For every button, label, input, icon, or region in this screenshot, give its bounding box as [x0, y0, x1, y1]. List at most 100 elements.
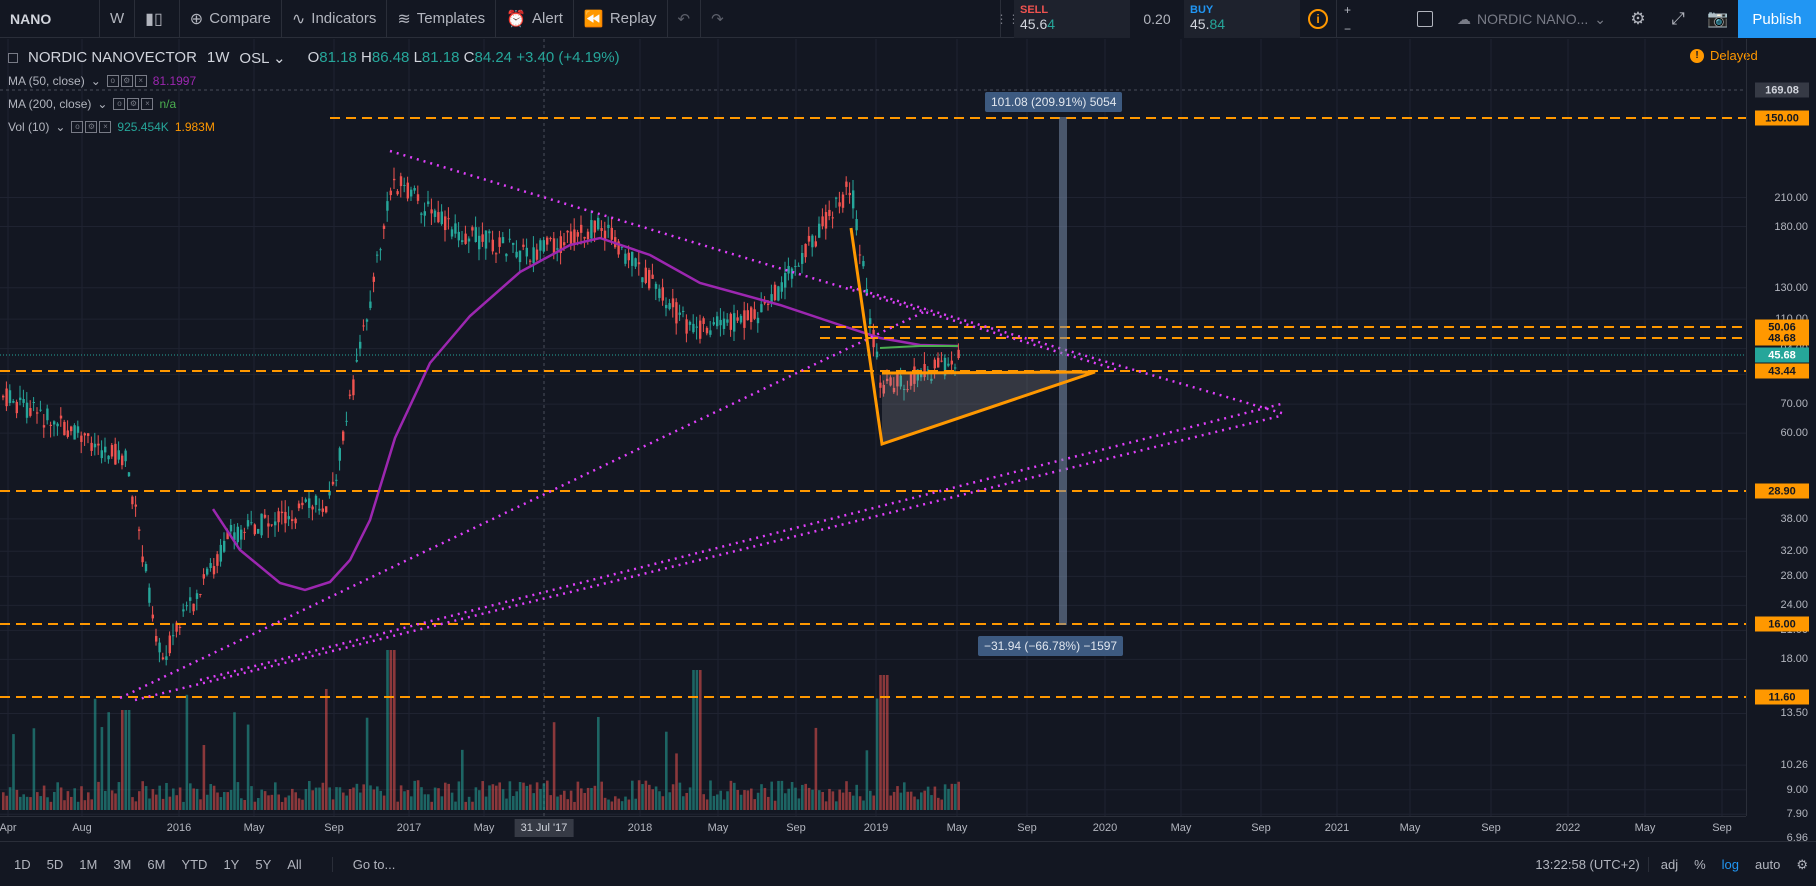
- candle-body: [155, 636, 158, 642]
- legend-exchange[interactable]: OSL ⌄: [239, 49, 286, 67]
- drag-grip-icon[interactable]: ⋮⋮: [996, 0, 1020, 38]
- fullscreen-button[interactable]: ⤢: [1658, 0, 1698, 38]
- volume-bar: [756, 792, 760, 810]
- clock-time[interactable]: 13:22:58 (UTC+2): [1535, 857, 1640, 872]
- range-button-3m[interactable]: 3M: [113, 856, 132, 872]
- delayed-badge[interactable]: ! Delayed: [1690, 48, 1758, 63]
- goto-button[interactable]: Go to...: [331, 856, 395, 872]
- candle-body: [416, 194, 420, 201]
- legend-volume-row[interactable]: Vol (10) ⌄ o ⚙ × 925.454K 1.983M: [8, 119, 215, 134]
- rewind-icon: ⏪: [583, 10, 604, 28]
- volume-bar: [311, 790, 314, 810]
- info-button[interactable]: i: [1300, 0, 1336, 38]
- saved-layout-menu[interactable]: ☁ NORDIC NANO... ⌄: [1445, 11, 1618, 28]
- range-button-6m[interactable]: 6M: [147, 856, 166, 872]
- auto-toggle[interactable]: auto: [1755, 857, 1781, 872]
- interval-button[interactable]: W: [100, 0, 136, 38]
- measure-label-upper: 101.08 (209.91%) 5054: [985, 92, 1123, 112]
- range-button-5d[interactable]: 5D: [46, 856, 64, 872]
- indicators-button[interactable]: ∿ Indicators: [282, 0, 388, 38]
- settings-button[interactable]: ⚙: [1618, 0, 1658, 38]
- templates-button[interactable]: ≋ Templates: [387, 0, 497, 38]
- price-axis[interactable]: 210.00180.00130.00110.0094.0082.0070.006…: [1746, 39, 1816, 844]
- volume-bar: [648, 784, 651, 810]
- volume-bar: [580, 788, 583, 810]
- quantity-stepper[interactable]: + −: [1336, 0, 1358, 38]
- publish-button[interactable]: Publish: [1738, 0, 1816, 38]
- volume-bar: [185, 694, 189, 810]
- candle-body: [780, 282, 783, 292]
- ma200-controls[interactable]: o ⚙ ×: [113, 97, 154, 110]
- collapse-icon[interactable]: [8, 52, 18, 63]
- candle-body: [396, 191, 399, 195]
- plus-icon[interactable]: +: [1343, 2, 1351, 17]
- volume-bar: [699, 670, 702, 810]
- price-chart[interactable]: [0, 39, 1746, 816]
- chart-style-button[interactable]: ▮▯: [135, 0, 180, 38]
- replay-button[interactable]: ⏪ Replay: [574, 0, 668, 38]
- volume-bar: [100, 727, 104, 810]
- templates-label: Templates: [416, 10, 486, 27]
- sell-button[interactable]: SELL 45.64: [1014, 0, 1130, 38]
- candle-body: [410, 189, 413, 197]
- candle-body: [474, 227, 477, 243]
- compare-button[interactable]: ⊕ Compare: [180, 0, 282, 38]
- candle-body: [280, 511, 284, 514]
- volume-bar: [148, 798, 151, 810]
- candle-body: [287, 516, 290, 520]
- buy-button[interactable]: BUY 45.84: [1184, 0, 1300, 38]
- candle-body: [702, 318, 705, 324]
- legend-ma200-row[interactable]: MA (200, close) ⌄ o ⚙ × n/a: [8, 96, 177, 111]
- range-button-1y[interactable]: 1Y: [223, 856, 240, 872]
- volume-bar: [569, 790, 573, 810]
- volume-bar: [512, 795, 515, 810]
- log-toggle[interactable]: log: [1721, 857, 1740, 872]
- volume-bar: [461, 749, 464, 810]
- range-button-1d[interactable]: 1D: [14, 856, 31, 872]
- candle-body: [559, 236, 562, 253]
- volume-bar: [318, 787, 321, 810]
- adj-toggle[interactable]: adj: [1647, 857, 1686, 872]
- candle-body: [355, 360, 358, 362]
- candlesticks: [2, 167, 960, 666]
- candle-body: [382, 225, 386, 229]
- percent-toggle[interactable]: %: [1694, 857, 1706, 872]
- candle-body: [508, 238, 511, 240]
- snapshot-button[interactable]: 📷: [1698, 0, 1738, 38]
- alert-button[interactable]: ⏰ Alert: [496, 0, 574, 38]
- price-tick-label: 180.00: [1774, 220, 1808, 233]
- volume-bar: [372, 789, 376, 810]
- volume-bar: [39, 796, 42, 810]
- candle-body: [695, 326, 698, 328]
- time-axis[interactable]: Apr Aug 2016 May Sep 2017 May 2018 May Sep 2019 May…: [0, 816, 1746, 840]
- range-button-ytd[interactable]: YTD: [181, 856, 208, 872]
- minus-icon[interactable]: −: [1343, 21, 1351, 36]
- volume-bar: [348, 788, 352, 810]
- price-level-tag: 150.00: [1755, 110, 1809, 126]
- price-tick-label: 28.00: [1780, 570, 1808, 583]
- redo-button[interactable]: ↷: [701, 0, 734, 38]
- candle-body: [923, 363, 926, 378]
- volume-bar: [454, 801, 457, 810]
- symbol-search[interactable]: NANO: [0, 0, 100, 38]
- undo-button[interactable]: ↶: [668, 0, 702, 38]
- ma50-controls[interactable]: o ⚙ ×: [106, 74, 147, 87]
- range-button-all[interactable]: All: [287, 856, 302, 872]
- candle-body: [790, 268, 794, 279]
- price-tick-label: 7.90: [1786, 808, 1808, 821]
- volume-bar: [556, 796, 559, 810]
- vol-controls[interactable]: o ⚙ ×: [71, 120, 112, 133]
- volume-bar: [474, 787, 478, 810]
- candle-body: [270, 524, 273, 526]
- volume-bar: [107, 712, 110, 810]
- range-button-1m[interactable]: 1M: [79, 856, 98, 872]
- volume-bar: [144, 786, 148, 810]
- range-button-5y[interactable]: 5Y: [255, 856, 272, 872]
- legend-ma50-row[interactable]: MA (50, close) ⌄ o ⚙ × 81.1997: [8, 73, 197, 88]
- candle-body: [189, 597, 192, 601]
- price-tick-label: 13.50: [1780, 707, 1808, 720]
- candle-body: [841, 194, 845, 208]
- layout-button[interactable]: [1405, 0, 1445, 38]
- settings-gear-icon[interactable]: ⚙: [1796, 856, 1808, 872]
- candle-body: [665, 304, 668, 309]
